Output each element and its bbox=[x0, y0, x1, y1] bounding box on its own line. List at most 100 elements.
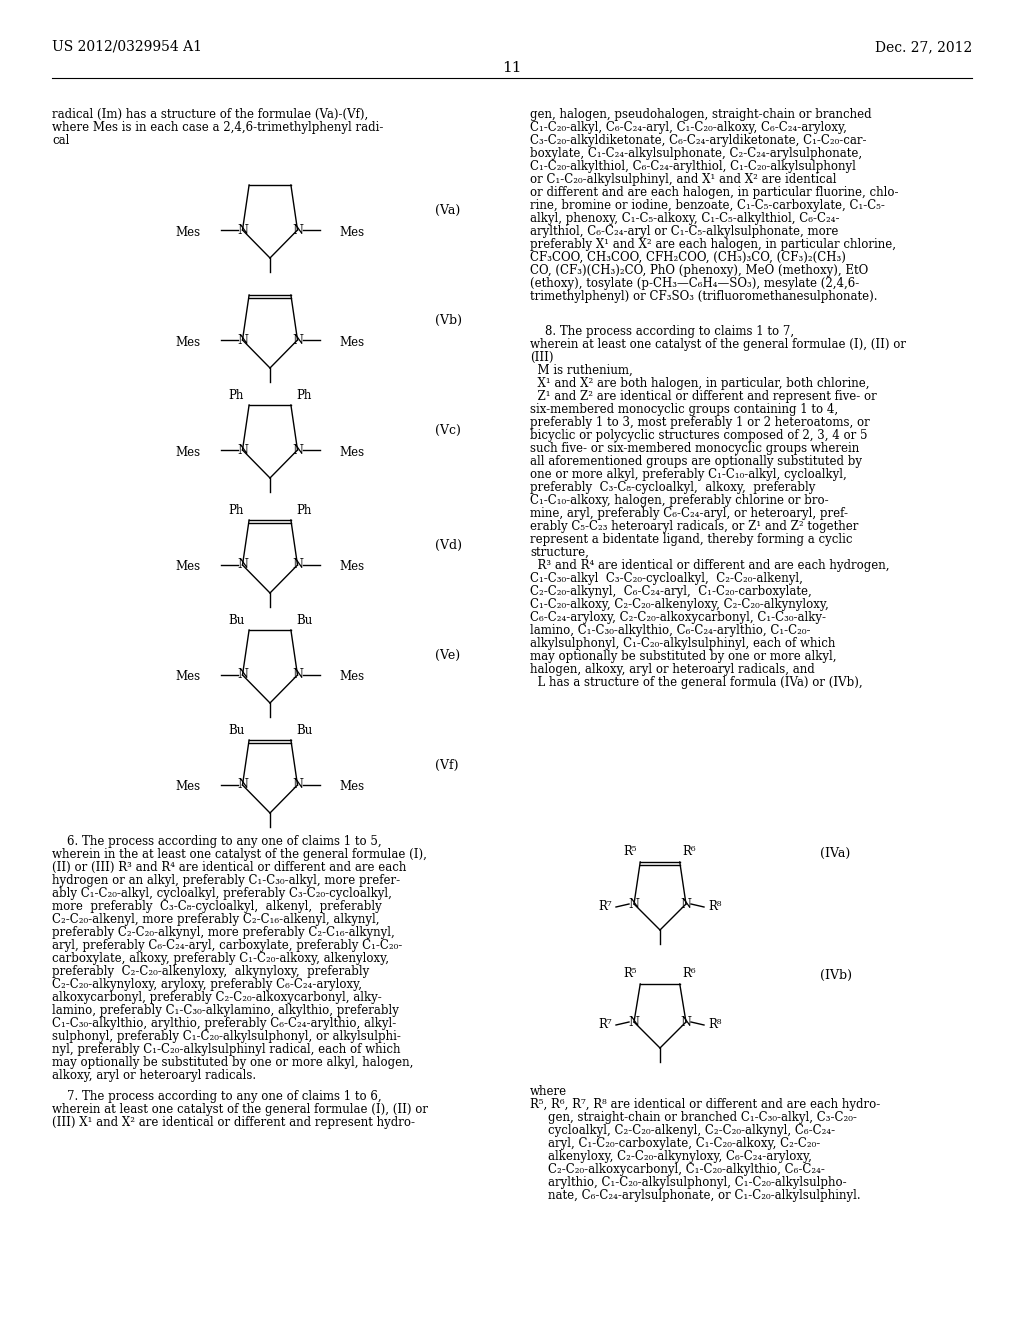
Text: N: N bbox=[237, 558, 248, 572]
Text: where: where bbox=[530, 1085, 567, 1098]
Text: M is ruthenium,: M is ruthenium, bbox=[530, 364, 633, 378]
Text: Mes: Mes bbox=[175, 446, 201, 458]
Text: Mes: Mes bbox=[340, 561, 365, 573]
Text: alkenyloxy, C₂-C₂₀-alkynyloxy, C₆-C₂₄-aryloxy,: alkenyloxy, C₂-C₂₀-alkynyloxy, C₆-C₂₄-ar… bbox=[548, 1150, 812, 1163]
Text: (III): (III) bbox=[530, 351, 554, 364]
Text: (Vf): (Vf) bbox=[435, 759, 459, 771]
Text: R⁵: R⁵ bbox=[624, 968, 637, 979]
Text: Mes: Mes bbox=[175, 561, 201, 573]
Text: wherein in the at least one catalyst of the general formulae (I),: wherein in the at least one catalyst of … bbox=[52, 847, 427, 861]
Text: Mes: Mes bbox=[340, 671, 365, 684]
Text: Bu: Bu bbox=[228, 723, 244, 737]
Text: arylthiol, C₆-C₂₄-aryl or C₁-C₅-alkylsulphonate, more: arylthiol, C₆-C₂₄-aryl or C₁-C₅-alkylsul… bbox=[530, 224, 839, 238]
Text: one or more alkyl, preferably C₁-C₁₀-alkyl, cycloalkyl,: one or more alkyl, preferably C₁-C₁₀-alk… bbox=[530, 469, 847, 480]
Text: (IVa): (IVa) bbox=[820, 846, 850, 859]
Text: CO, (CF₃)(CH₃)₂CO, PhO (phenoxy), MeO (methoxy), EtO: CO, (CF₃)(CH₃)₂CO, PhO (phenoxy), MeO (m… bbox=[530, 264, 868, 277]
Text: lamino, C₁-C₃₀-alkylthio, C₆-C₂₄-arylthio, C₁-C₂₀-: lamino, C₁-C₃₀-alkylthio, C₆-C₂₄-arylthi… bbox=[530, 624, 811, 638]
Text: represent a bidentate ligand, thereby forming a cyclic: represent a bidentate ligand, thereby fo… bbox=[530, 533, 853, 546]
Text: 8. The process according to claims 1 to 7,: 8. The process according to claims 1 to … bbox=[530, 325, 795, 338]
Text: Ph: Ph bbox=[228, 389, 244, 403]
Text: such five- or six-membered monocyclic groups wherein: such five- or six-membered monocyclic gr… bbox=[530, 442, 859, 455]
Text: N: N bbox=[681, 898, 691, 911]
Text: 7. The process according to any one of claims 1 to 6,: 7. The process according to any one of c… bbox=[52, 1090, 382, 1104]
Text: Mes: Mes bbox=[175, 780, 201, 793]
Text: C₂-C₂₀-alkenyl, more preferably C₂-C₁₆-alkenyl, alkynyl,: C₂-C₂₀-alkenyl, more preferably C₂-C₁₆-a… bbox=[52, 913, 380, 927]
Text: X¹ and X² are both halogen, in particular, both chlorine,: X¹ and X² are both halogen, in particula… bbox=[530, 378, 869, 389]
Text: C₂-C₂₀-alkoxycarbonyl, C₁-C₂₀-alkylthio, C₆-C₂₄-: C₂-C₂₀-alkoxycarbonyl, C₁-C₂₀-alkylthio,… bbox=[548, 1163, 825, 1176]
Text: preferably 1 to 3, most preferably 1 or 2 heteroatoms, or: preferably 1 to 3, most preferably 1 or … bbox=[530, 416, 869, 429]
Text: C₆-C₂₄-aryloxy, C₂-C₂₀-alkoxycarbonyl, C₁-C₃₀-alky-: C₆-C₂₄-aryloxy, C₂-C₂₀-alkoxycarbonyl, C… bbox=[530, 611, 826, 624]
Text: nyl, preferably C₁-C₂₀-alkylsulphinyl radical, each of which: nyl, preferably C₁-C₂₀-alkylsulphinyl ra… bbox=[52, 1043, 400, 1056]
Text: N: N bbox=[237, 444, 248, 457]
Text: (II) or (III) R³ and R⁴ are identical or different and are each: (II) or (III) R³ and R⁴ are identical or… bbox=[52, 861, 407, 874]
Text: trimethylphenyl) or CF₃SO₃ (trifluoromethanesulphonate).: trimethylphenyl) or CF₃SO₃ (trifluoromet… bbox=[530, 290, 878, 304]
Text: N: N bbox=[292, 558, 303, 572]
Text: alkoxycarbonyl, preferably C₂-C₂₀-alkoxycarbonyl, alky-: alkoxycarbonyl, preferably C₂-C₂₀-alkoxy… bbox=[52, 991, 382, 1005]
Text: cycloalkyl, C₂-C₂₀-alkenyl, C₂-C₂₀-alkynyl, C₆-C₂₄-: cycloalkyl, C₂-C₂₀-alkenyl, C₂-C₂₀-alkyn… bbox=[548, 1125, 836, 1137]
Text: C₂-C₂₀-alkynyloxy, aryloxy, preferably C₆-C₂₄-aryloxy,: C₂-C₂₀-alkynyloxy, aryloxy, preferably C… bbox=[52, 978, 362, 991]
Text: C₁-C₃₀-alkylthio, arylthio, preferably C₆-C₂₄-arylthio, alkyl-: C₁-C₃₀-alkylthio, arylthio, preferably C… bbox=[52, 1016, 396, 1030]
Text: sulphonyl, preferably C₁-C₂₀-alkylsulphonyl, or alkylsulphi-: sulphonyl, preferably C₁-C₂₀-alkylsulpho… bbox=[52, 1030, 400, 1043]
Text: Mes: Mes bbox=[340, 780, 365, 793]
Text: Bu: Bu bbox=[228, 614, 244, 627]
Text: erably C₅-C₂₃ heteroaryl radicals, or Z¹ and Z² together: erably C₅-C₂₃ heteroaryl radicals, or Z¹… bbox=[530, 520, 858, 533]
Text: C₁-C₂₀-alkylthiol, C₆-C₂₄-arylthiol, C₁-C₂₀-alkylsulphonyl: C₁-C₂₀-alkylthiol, C₆-C₂₄-arylthiol, C₁-… bbox=[530, 160, 856, 173]
Text: carboxylate, alkoxy, preferably C₁-C₂₀-alkoxy, alkenyloxy,: carboxylate, alkoxy, preferably C₁-C₂₀-a… bbox=[52, 952, 389, 965]
Text: 11: 11 bbox=[502, 61, 522, 75]
Text: hydrogen or an alkyl, preferably C₁-C₃₀-alkyl, more prefer-: hydrogen or an alkyl, preferably C₁-C₃₀-… bbox=[52, 874, 400, 887]
Text: (IVb): (IVb) bbox=[820, 969, 852, 982]
Text: Ph: Ph bbox=[296, 504, 311, 517]
Text: N: N bbox=[292, 444, 303, 457]
Text: preferably  C₂-C₂₀-alkenyloxy,  alkynyloxy,  preferably: preferably C₂-C₂₀-alkenyloxy, alkynyloxy… bbox=[52, 965, 370, 978]
Text: (Ve): (Ve) bbox=[435, 648, 460, 661]
Text: Mes: Mes bbox=[175, 671, 201, 684]
Text: aryl, C₁-C₂₀-carboxylate, C₁-C₂₀-alkoxy, C₂-C₂₀-: aryl, C₁-C₂₀-carboxylate, C₁-C₂₀-alkoxy,… bbox=[548, 1137, 820, 1150]
Text: N: N bbox=[237, 779, 248, 792]
Text: or C₁-C₂₀-alkylsulphinyl, and X¹ and X² are identical: or C₁-C₂₀-alkylsulphinyl, and X¹ and X² … bbox=[530, 173, 837, 186]
Text: R³ and R⁴ are identical or different and are each hydrogen,: R³ and R⁴ are identical or different and… bbox=[530, 558, 890, 572]
Text: Z¹ and Z² are identical or different and represent five- or: Z¹ and Z² are identical or different and… bbox=[530, 389, 877, 403]
Text: preferably X¹ and X² are each halogen, in particular chlorine,: preferably X¹ and X² are each halogen, i… bbox=[530, 238, 896, 251]
Text: C₁-C₃₀-alkyl  C₃-C₂₀-cycloalkyl,  C₂-C₂₀-alkenyl,: C₁-C₃₀-alkyl C₃-C₂₀-cycloalkyl, C₂-C₂₀-a… bbox=[530, 572, 803, 585]
Text: N: N bbox=[237, 223, 248, 236]
Text: arylthio, C₁-C₂₀-alkylsulphonyl, C₁-C₂₀-alkylsulpho-: arylthio, C₁-C₂₀-alkylsulphonyl, C₁-C₂₀-… bbox=[548, 1176, 847, 1189]
Text: N: N bbox=[292, 223, 303, 236]
Text: R⁶: R⁶ bbox=[683, 968, 696, 979]
Text: N: N bbox=[681, 1015, 691, 1028]
Text: R⁸: R⁸ bbox=[708, 1019, 722, 1031]
Text: nate, C₆-C₂₄-arylsulphonate, or C₁-C₂₀-alkylsulphinyl.: nate, C₆-C₂₄-arylsulphonate, or C₁-C₂₀-a… bbox=[548, 1189, 860, 1203]
Text: six-membered monocyclic groups containing 1 to 4,: six-membered monocyclic groups containin… bbox=[530, 403, 838, 416]
Text: C₂-C₂₀-alkynyl,  C₆-C₂₄-aryl,  C₁-C₂₀-carboxylate,: C₂-C₂₀-alkynyl, C₆-C₂₄-aryl, C₁-C₂₀-carb… bbox=[530, 585, 812, 598]
Text: more  preferably  C₃-C₈-cycloalkyl,  alkenyl,  preferably: more preferably C₃-C₈-cycloalkyl, alkeny… bbox=[52, 900, 382, 913]
Text: R⁶: R⁶ bbox=[683, 845, 696, 858]
Text: C₁-C₂₀-alkyl, C₆-C₂₄-aryl, C₁-C₂₀-alkoxy, C₆-C₂₄-aryloxy,: C₁-C₂₀-alkyl, C₆-C₂₄-aryl, C₁-C₂₀-alkoxy… bbox=[530, 121, 847, 135]
Text: Dec. 27, 2012: Dec. 27, 2012 bbox=[874, 40, 972, 54]
Text: where Mes is in each case a 2,4,6-trimethylphenyl radi-: where Mes is in each case a 2,4,6-trimet… bbox=[52, 121, 383, 135]
Text: Bu: Bu bbox=[296, 614, 312, 627]
Text: Mes: Mes bbox=[340, 446, 365, 458]
Text: R⁷: R⁷ bbox=[598, 1019, 612, 1031]
Text: US 2012/0329954 A1: US 2012/0329954 A1 bbox=[52, 40, 202, 54]
Text: ably C₁-C₂₀-alkyl, cycloalkyl, preferably C₃-C₂₀-cycloalkyl,: ably C₁-C₂₀-alkyl, cycloalkyl, preferabl… bbox=[52, 887, 392, 900]
Text: structure,: structure, bbox=[530, 546, 589, 558]
Text: wherein at least one catalyst of the general formulae (I), (II) or: wherein at least one catalyst of the gen… bbox=[530, 338, 906, 351]
Text: preferably  C₃-C₈-cycloalkyl,  alkoxy,  preferably: preferably C₃-C₈-cycloalkyl, alkoxy, pre… bbox=[530, 480, 815, 494]
Text: N: N bbox=[292, 668, 303, 681]
Text: Mes: Mes bbox=[175, 335, 201, 348]
Text: Mes: Mes bbox=[175, 226, 201, 239]
Text: mine, aryl, preferably C₆-C₂₄-aryl, or heteroaryl, pref-: mine, aryl, preferably C₆-C₂₄-aryl, or h… bbox=[530, 507, 848, 520]
Text: N: N bbox=[629, 1015, 640, 1028]
Text: cal: cal bbox=[52, 135, 70, 147]
Text: may optionally be substituted by one or more alkyl, halogen,: may optionally be substituted by one or … bbox=[52, 1056, 414, 1069]
Text: preferably C₂-C₂₀-alkynyl, more preferably C₂-C₁₆-alkynyl,: preferably C₂-C₂₀-alkynyl, more preferab… bbox=[52, 927, 394, 939]
Text: lamino, preferably C₁-C₃₀-alkylamino, alkylthio, preferably: lamino, preferably C₁-C₃₀-alkylamino, al… bbox=[52, 1005, 399, 1016]
Text: C₁-C₁₀-alkoxy, halogen, preferably chlorine or bro-: C₁-C₁₀-alkoxy, halogen, preferably chlor… bbox=[530, 494, 828, 507]
Text: N: N bbox=[237, 668, 248, 681]
Text: Mes: Mes bbox=[340, 226, 365, 239]
Text: R⁷: R⁷ bbox=[598, 900, 612, 913]
Text: N: N bbox=[292, 779, 303, 792]
Text: bicyclic or polycyclic structures composed of 2, 3, 4 or 5: bicyclic or polycyclic structures compos… bbox=[530, 429, 867, 442]
Text: Mes: Mes bbox=[340, 335, 365, 348]
Text: may optionally be substituted by one or more alkyl,: may optionally be substituted by one or … bbox=[530, 649, 837, 663]
Text: 6. The process according to any one of claims 1 to 5,: 6. The process according to any one of c… bbox=[52, 836, 382, 847]
